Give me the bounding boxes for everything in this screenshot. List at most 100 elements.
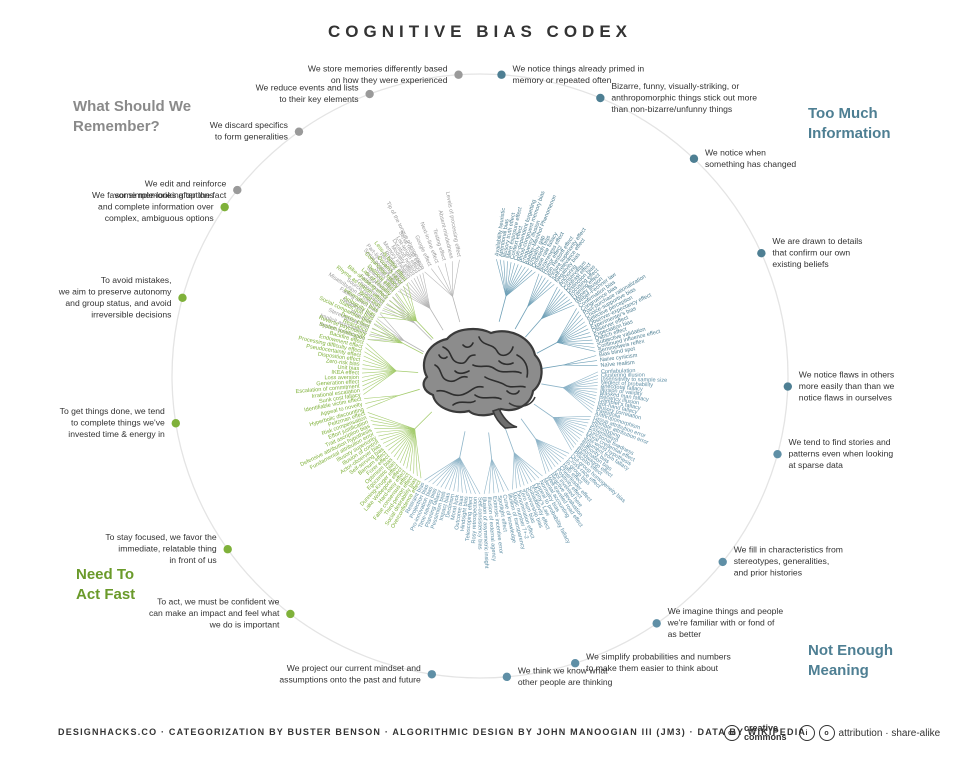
bias-label: Confabulation [601, 368, 636, 375]
fan-branch [362, 359, 397, 372]
fan-branch [362, 364, 397, 372]
fan-branch [563, 360, 598, 366]
license-block: cc creative commons i o attribution · sh… [724, 724, 940, 742]
fan-stem [541, 364, 564, 369]
bias-label: Illusion of validity [600, 387, 643, 398]
bias-label: Rosy retrospection [471, 497, 479, 544]
fan-stem [429, 308, 444, 331]
fan-branch [527, 284, 555, 308]
fan-branch [370, 331, 403, 344]
quadrant-title-line: Not Enough [808, 642, 893, 659]
fan-branch [459, 457, 472, 494]
fan-branch [535, 438, 562, 462]
fan-branch [556, 318, 584, 343]
category-description: We think we know what [518, 665, 608, 675]
category-description: We simplify probabilities and numbers [586, 652, 731, 662]
category-description: on how they were experienced [331, 75, 448, 85]
category-dot [286, 609, 295, 619]
fan-branch [527, 281, 552, 307]
category-description: To avoid mistakes, [101, 275, 172, 285]
fan-branch [388, 428, 415, 451]
category-dot [497, 70, 506, 79]
bias-label: Declinism [445, 493, 456, 518]
fan-branch [376, 428, 415, 433]
fan-branch [382, 428, 415, 444]
fan-branch [428, 457, 460, 483]
fan-branch [369, 416, 415, 430]
category-description: We notice flaws in others [799, 369, 894, 379]
fan-branch [535, 438, 559, 465]
fan-branch [444, 457, 460, 489]
quadrant-title-remember: What Should We Remember? [73, 97, 191, 137]
fan-stem [403, 340, 425, 353]
fan-branch [370, 420, 415, 430]
category-dot [178, 293, 187, 303]
fan-branch [380, 312, 417, 322]
category-description: We reduce events and lists [256, 83, 359, 93]
fan-branch [513, 452, 525, 486]
fan-branch [541, 301, 573, 319]
category-description: we aim to preserve autonomy [58, 286, 172, 296]
fan-branch [362, 370, 397, 374]
category-description: some memories after the fact [115, 190, 227, 200]
fan-branch [527, 279, 549, 307]
category-description: irreversible decisions [91, 309, 171, 319]
quadrant-title-info: Too Much Information [808, 104, 891, 144]
cc-word-line: creative [744, 723, 779, 733]
category-description: and prior histories [734, 568, 802, 578]
fan-branch [541, 296, 568, 319]
category-description: to make them easier to think about [586, 663, 718, 673]
fan-branch [403, 428, 416, 466]
fan-branch [553, 416, 591, 418]
attribution-icon: i [798, 725, 815, 741]
quadrant-title-line: Information [808, 125, 891, 142]
fan-branch [459, 457, 476, 495]
bias-fans [361, 259, 599, 495]
fan-branch [363, 355, 397, 372]
fan-branch [393, 428, 415, 457]
fan-branch [513, 452, 517, 489]
fan-branch [459, 457, 468, 494]
fan-branch [413, 428, 416, 474]
quadrant-title-fast: Need To Act Fast [76, 565, 135, 605]
fan-branch [513, 452, 536, 481]
fan-branch [541, 291, 563, 319]
category-description: as better [668, 629, 702, 639]
fan-branch [483, 459, 492, 494]
footer-credits: DESIGNHACKS.CO · CATEGORIZATION BY BUSTE… [58, 727, 807, 737]
fan-branch [386, 304, 417, 322]
fan-branch [395, 292, 417, 322]
quadrant-title-line: Too Much [808, 105, 878, 122]
fan-branch [444, 263, 453, 297]
category-dot [365, 89, 374, 99]
fan-branch [541, 304, 575, 319]
fan-branch [424, 457, 460, 481]
bias-label: Zero-risk bias [326, 358, 361, 367]
fan-branch [431, 268, 453, 297]
bias-label: Unit bias [337, 365, 359, 372]
category-dot [570, 659, 580, 668]
fan-branch [386, 303, 415, 324]
category-dot [718, 557, 727, 567]
fan-stem [414, 322, 433, 341]
fan-branch [541, 286, 558, 319]
category-description: invested time & energy in [68, 429, 165, 439]
fan-branch [527, 273, 540, 307]
fan-branch [392, 296, 415, 324]
fan-branch [367, 412, 415, 430]
category-description: and group status, and avoid [65, 298, 171, 308]
category-description: We fill in characteristics from [734, 545, 843, 555]
category-dot [596, 93, 605, 103]
fan-branch [535, 438, 553, 470]
fan-branch [535, 438, 564, 460]
bias-label: Naïve realism [600, 360, 635, 369]
fan-branch [557, 339, 593, 343]
category-dot [454, 70, 463, 79]
fan-branch [389, 300, 417, 322]
fan-stem [504, 427, 515, 453]
fan-branch [535, 438, 567, 457]
quadrant-title-line: What Should We [73, 98, 192, 115]
category-description: We are drawn to details [772, 236, 862, 246]
fan-branch [491, 459, 505, 492]
fan-branch [371, 328, 404, 341]
